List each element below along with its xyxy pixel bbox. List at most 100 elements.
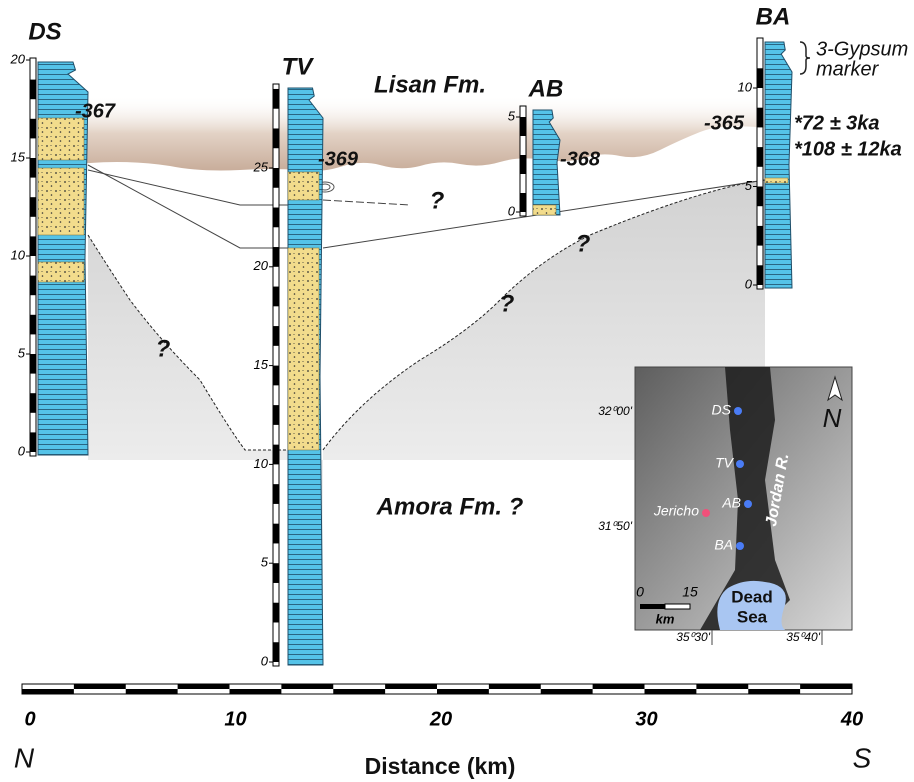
longitude-label: 35⁰40' [786,630,821,644]
scale-bar-segment [273,484,279,504]
scale-bar-segment [30,315,36,335]
unknown-mark: ? [156,335,171,362]
scale-bar-segment [757,226,763,246]
column-body [765,42,792,288]
scale-segment [593,684,645,689]
scale-segment [230,689,282,694]
scale-bar-segment [273,287,279,307]
scale-segment [385,684,437,689]
cross-section: 051015200510152025050510 DSTVABBAJericho… [0,0,914,782]
tick-label: 25 [253,159,269,174]
sand-layer [288,172,319,200]
scale-bar-segment [273,208,279,228]
scale-bar [30,58,36,456]
tick-label: 0 [508,203,516,218]
scale-segment [178,684,230,689]
age: *72 ± 3ka [794,112,880,134]
tick-label: 10 [738,79,753,94]
scale-bar [273,84,279,666]
scale-bar-segment [273,445,279,465]
scale-bar [757,38,763,289]
distance-tick-label: 20 [429,708,452,730]
scale-bar-segment [273,326,279,346]
column-label: TV [282,53,315,80]
north-arrow-label: N [823,403,842,433]
scale-segment [696,684,748,689]
sea-label: Sea [737,607,768,626]
scale-bar-segment [273,247,279,267]
scale-bar-segment [757,187,763,207]
map-scale-label: 15 [682,584,698,600]
scale-bar-segment [30,158,36,178]
sand-layer [38,118,84,160]
scale-bar-segment [273,603,279,623]
scale-bar-segment [520,193,526,212]
elevation: -367 [75,100,116,122]
elevation: -369 [318,148,359,170]
scale-bar-segment [757,147,763,167]
sand-layer [38,262,84,282]
north-label: N [14,742,35,773]
scale-segment [333,689,385,694]
tick-label: 5 [261,555,269,570]
scale-bar-segment [273,563,279,583]
tick-label: 10 [254,456,269,471]
scale-bar-segment [273,366,279,386]
tick-label: 0 [261,653,269,668]
scale-bar-segment [30,393,36,413]
tick-label: 0 [18,443,26,458]
site-dot [736,542,744,550]
latitude-label: 31⁰50' [598,519,633,533]
latitude-label: 32⁰00' [598,404,633,418]
column-label: BA [756,3,791,30]
scale-bar-segment [273,168,279,188]
scale-segment [541,689,593,694]
scale-bar-segment [30,119,36,139]
gypsum-label: 3-Gypsum [816,38,908,60]
scale-segment [281,684,333,689]
distance-tick-label: 40 [840,708,863,730]
scale-bar-segment [757,108,763,128]
formation: Amora Fm. ? [376,493,524,520]
scale-segment [22,689,74,694]
lisan-band [60,95,770,171]
column-label: DS [28,18,61,45]
scale-segment [800,684,852,689]
sea-label: Dead [731,587,773,606]
scale-bar-segment [757,68,763,88]
elevation: -368 [560,148,601,170]
tick-label: 20 [10,51,26,66]
column-label: AB [528,75,564,102]
elevation: -365 [704,112,745,134]
map-scale-unit: km [656,611,675,626]
tick-label: 15 [254,357,269,372]
scale-bar-segment [273,642,279,662]
sand-layer [38,168,84,235]
scale-segment [126,689,178,694]
location-map: DSTVABBAJerichoJordan R.DeadSeaN32⁰00'31… [598,367,852,645]
tick-label: 5 [745,178,753,193]
town-label: Jericho [653,503,699,519]
site-dot [734,407,742,415]
tick-label: 0 [745,276,753,291]
distance-tick-label: 0 [24,708,35,730]
sand-layer [288,248,319,450]
scale-bar-segment [520,155,526,174]
unknown-mark: ? [430,187,445,214]
scale-bar [520,106,526,216]
scale-bar-segment [273,405,279,425]
scale-bar-segment [520,117,526,136]
unknown-mark: ? [576,230,591,257]
sand-layer [765,178,788,183]
distance-tick-label: 10 [224,708,246,730]
map-scale-label: 0 [636,584,644,600]
scale-segment [645,689,697,694]
scale-bar-segment [273,524,279,544]
site-label: BA [714,537,733,553]
age: *108 ± 12ka [794,138,902,160]
tick-label: 5 [508,108,516,123]
tick-label: 15 [11,149,26,164]
scale-bar-segment [30,354,36,374]
distance-scale: 010203040 [22,684,863,730]
site-label: AB [721,495,741,511]
